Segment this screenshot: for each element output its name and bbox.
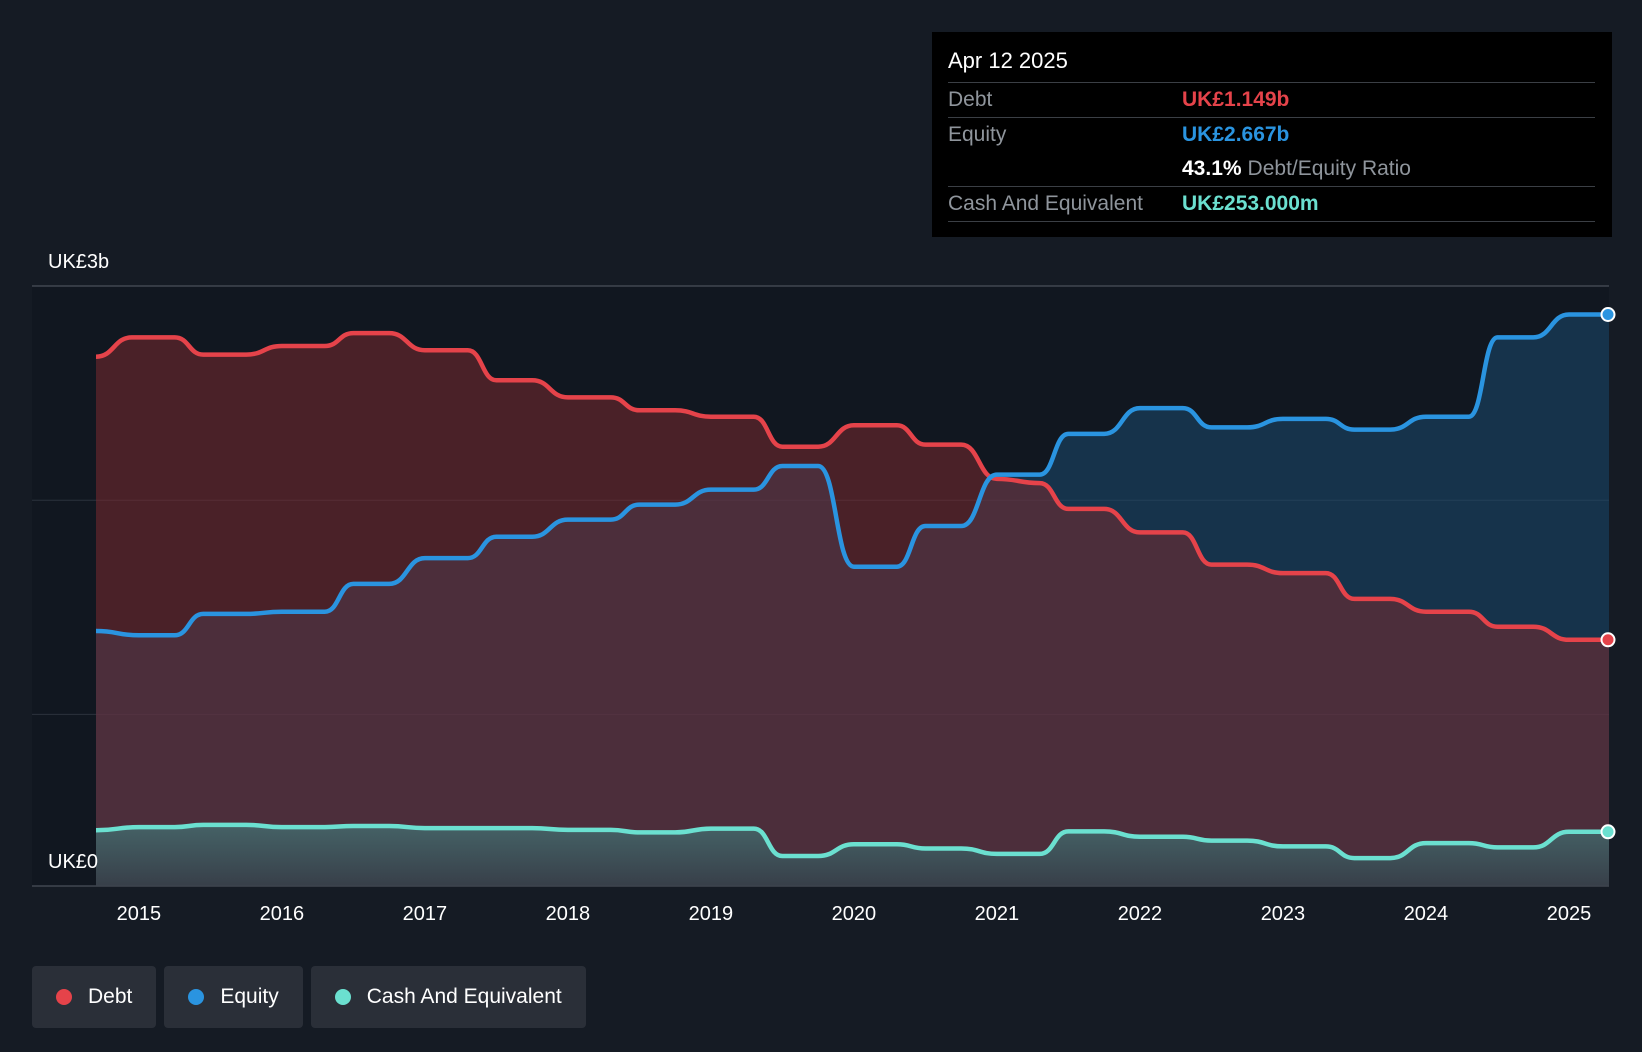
tooltip-date: Apr 12 2025 (948, 48, 1068, 73)
tooltip-equity-row: Equity UK£2.667b (948, 117, 1595, 152)
x-tick-label-2024: 2024 (1404, 903, 1449, 925)
legend-dot-equity (188, 989, 205, 1005)
tooltip-ratio-row: 43.1% Debt/Equity Ratio (948, 152, 1595, 186)
x-tick-label-2017: 2017 (403, 903, 448, 925)
tooltip-cash-value: UK£253.000m (1182, 192, 1319, 215)
equity-end-marker (1600, 307, 1616, 322)
tooltip-debt-row: Debt UK£1.149b (948, 82, 1595, 117)
x-tick-label-2025: 2025 (1547, 903, 1592, 925)
legend-label-debt: Debt (88, 985, 133, 1008)
legend-label-equity: Equity (220, 985, 279, 1008)
legend-dot-cash (334, 989, 351, 1005)
x-tick-label-2016: 2016 (260, 903, 305, 925)
tooltip-debt-value: UK£1.149b (1182, 88, 1290, 111)
cash-line (95, 822, 1609, 861)
cash-end-marker (1600, 824, 1616, 840)
cash-area (96, 824, 1609, 886)
legend-item-equity[interactable]: Equity (164, 966, 303, 1028)
debt-line (95, 330, 1609, 643)
tooltip-ratio-percent: 43.1% (1182, 157, 1242, 180)
x-tick-label-2020: 2020 (832, 903, 877, 925)
tooltip-ratio-label: Debt/Equity Ratio (1247, 157, 1411, 180)
data-tooltip: Apr 12 2025 Debt UK£1.149b Equity UK£2.6… (932, 32, 1612, 237)
x-tick-label-2021: 2021 (975, 903, 1020, 925)
tooltip-cash-row: Cash And Equivalent UK£253.000m (948, 186, 1595, 222)
x-tick-label-2022: 2022 (1118, 903, 1163, 925)
legend-item-cash[interactable]: Cash And Equivalent (310, 966, 586, 1028)
tooltip-equity-label: Equity (948, 123, 1007, 146)
legend-item-debt[interactable]: Debt (32, 966, 157, 1028)
debt-area (96, 333, 1609, 887)
equity-line (95, 312, 1609, 638)
y-axis-bottom-label: UK£0 (48, 851, 99, 873)
tooltip-debt-label: Debt (948, 88, 993, 111)
legend-label-cash: Cash And Equivalent (366, 985, 562, 1008)
y-axis-top-label: UK£3b (48, 251, 110, 273)
x-tick-label-2018: 2018 (546, 903, 591, 925)
x-tick-label-2015: 2015 (117, 903, 162, 925)
tooltip-cash-label: Cash And Equivalent (948, 192, 1143, 215)
x-tick-label-2023: 2023 (1261, 903, 1306, 925)
chart-legend: Debt Equity Cash And Equivalent (32, 966, 586, 1028)
x-tick-label-2019: 2019 (689, 903, 734, 925)
tooltip-equity-value: UK£2.667b (1182, 123, 1290, 146)
legend-dot-debt (56, 989, 72, 1005)
debt-end-marker (1600, 632, 1616, 648)
